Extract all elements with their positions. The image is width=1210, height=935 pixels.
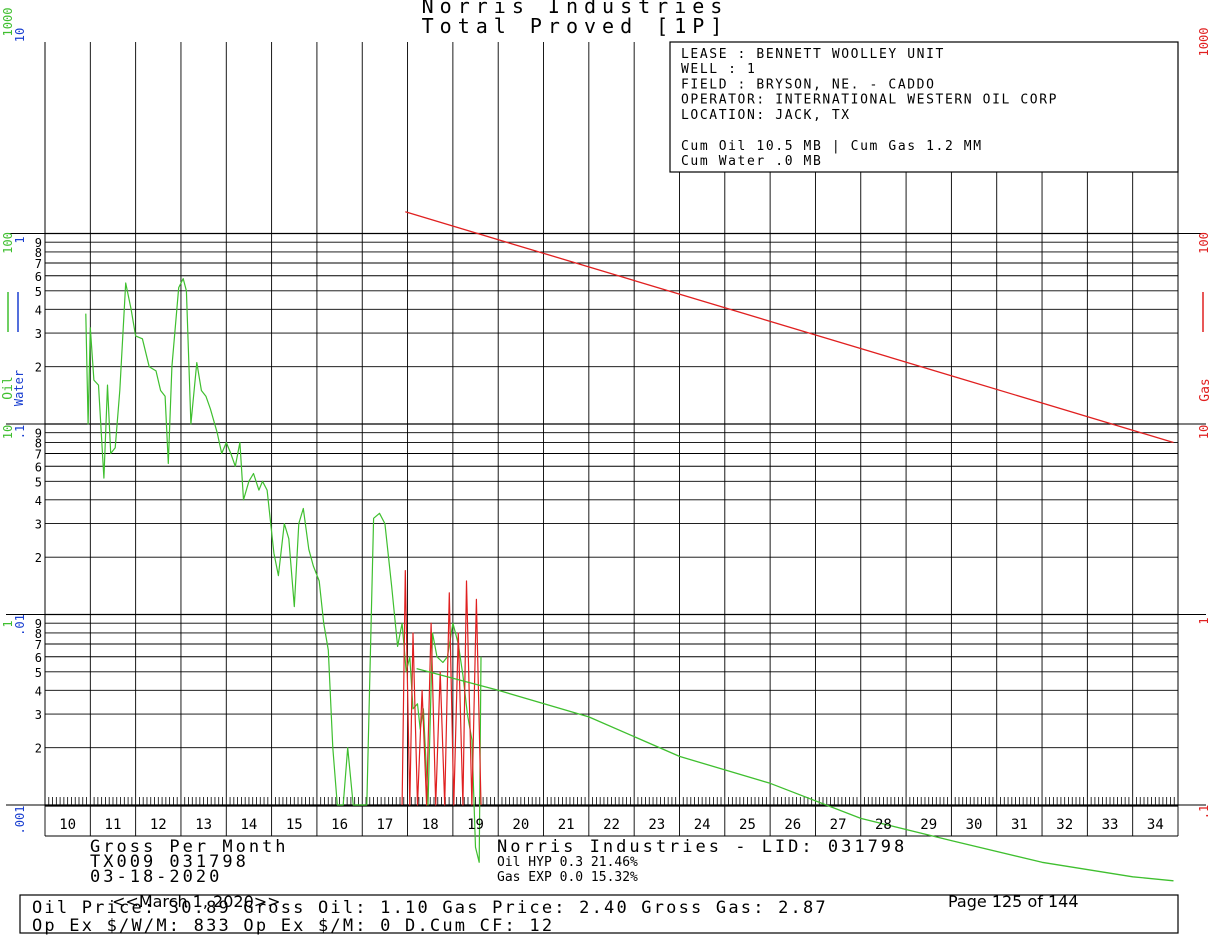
minor-tick-label: 3: [35, 518, 42, 532]
minor-tick-label: 2: [35, 742, 42, 756]
minor-tick-label: 2: [35, 551, 42, 565]
water-axis-label: Water: [12, 370, 26, 406]
minor-tick-label: 6: [35, 460, 42, 474]
footer-company: Norris Industries - LID: 031798: [497, 837, 907, 857]
minor-tick-label: 8: [35, 627, 42, 641]
oil-axis-tick-label: 10: [1, 425, 15, 439]
x-tick-label: 14: [241, 817, 258, 833]
minor-tick-label: 4: [35, 494, 42, 508]
minor-tick-label: 9: [35, 617, 42, 631]
minor-tick-label: 8: [35, 246, 42, 260]
gas-axis-tick-label: .1: [1197, 805, 1210, 819]
minor-tick-label: 5: [35, 475, 42, 489]
x-tick-label: 34: [1147, 817, 1164, 833]
x-tick-label: 12: [150, 817, 167, 833]
oil-forecast-line: [416, 667, 1174, 882]
gas-line: [401, 570, 482, 806]
x-tick-label: 11: [105, 817, 122, 833]
x-tick-label: 18: [422, 817, 439, 833]
oil-axis-tick-label: 100: [1, 232, 15, 254]
minor-tick-label: 5: [35, 285, 42, 299]
axes-layer: 10 11 12 13 14 15 16 17 18 19 20 21 22 23 24 25 26 27 28 29…: [1, 8, 1210, 835]
x-tick-label: 26: [784, 817, 801, 833]
water-axis-tick-label: .001: [13, 806, 27, 835]
gas-axis-tick-label: 1000: [1197, 28, 1210, 57]
minor-tick-label: 4: [35, 303, 42, 317]
chart-title: Norris Industries: [422, 0, 729, 18]
water-axis-tick-label: 10: [13, 28, 27, 42]
minor-tick-label: 7: [35, 448, 42, 462]
x-tick-label: 33: [1102, 817, 1119, 833]
footer-econ-line1: Oil Price: 30.89 Gross Oil: 1.10 Gas Pri…: [32, 898, 828, 918]
footer-date: 03-18-2020: [90, 867, 222, 887]
cum-water: Cum Water .0 MB: [681, 154, 822, 169]
footer-basis: Gross Per Month: [90, 837, 289, 857]
footer-econ-box: [19, 894, 1179, 934]
minor-tick-label: 6: [35, 651, 42, 665]
x-tick-label: 20: [512, 817, 529, 833]
minor-tick-label: 6: [35, 270, 42, 284]
info-line: LOCATION: JACK, TX: [681, 108, 851, 123]
minor-tick-label: 8: [35, 436, 42, 450]
water-axis-tick-label: .1: [13, 425, 27, 439]
minor-tick-label: 7: [35, 257, 42, 271]
info-box-frame: [669, 41, 1179, 173]
series-layer: [85, 211, 1174, 882]
gas-axis-tick-label: 100: [1197, 232, 1210, 254]
grid-layer: [6, 42, 1206, 837]
minor-tick-label: 3: [35, 708, 42, 722]
info-line: LEASE : BENNETT WOOLLEY UNIT: [681, 47, 945, 62]
x-tick-label: 16: [331, 817, 348, 833]
chart-subtitle: Total Proved [1P]: [422, 14, 729, 38]
x-tick-label: 19: [467, 817, 484, 833]
water-axis-tick-label: 1: [13, 236, 27, 243]
gas-forecast-line: [405, 211, 1174, 444]
oil-axis-tick-label: 1000: [1, 8, 15, 37]
info-line: WELL : 1: [681, 62, 756, 77]
x-tick-label: 23: [648, 817, 665, 833]
footer-oil-decline: Oil HYP 0.3 21.46%: [497, 855, 638, 870]
footer-econ-line2: Op Ex $/W/M: 833 Op Ex $/M: 0 D.Cum CF: …: [32, 916, 554, 935]
gas-axis-label: Gas: [1198, 378, 1210, 401]
x-tick-label: 13: [195, 817, 212, 833]
x-tick-label: 15: [286, 817, 303, 833]
oil-axis-tick-label: 1: [1, 620, 15, 627]
x-tick-label: 10: [59, 817, 76, 833]
x-tick-label: 22: [603, 817, 620, 833]
minor-tick-label: 5: [35, 666, 42, 680]
x-tick-label: 29: [920, 817, 937, 833]
minor-tick-label: 9: [35, 236, 42, 250]
gas-axis-tick-label: 10: [1197, 425, 1210, 439]
report-date-overlay: <<March 1, 2020>>: [112, 892, 281, 911]
footer-gas-decline: Gas EXP 0.0 15.32%: [497, 870, 638, 885]
x-tick-label: 30: [966, 817, 983, 833]
minor-tick-label: 2: [35, 361, 42, 375]
x-tick-label: 25: [739, 817, 756, 833]
cum-oil-gas: Cum Oil 10.5 MB | Cum Gas 1.2 MM: [681, 139, 983, 154]
info-line: OPERATOR: INTERNATIONAL WESTERN OIL CORP: [681, 93, 1058, 108]
gas-axis-tick-label: 1: [1197, 617, 1210, 624]
x-tick-label: 27: [830, 817, 847, 833]
x-tick-label: 24: [694, 817, 711, 833]
minor-tick-label: 9: [35, 427, 42, 441]
info-line: FIELD : BRYSON, NE. - CADDO: [681, 77, 936, 92]
x-tick-label: 28: [875, 817, 892, 833]
minor-tick-label: 3: [35, 327, 42, 341]
water-axis-tick-label: .01: [13, 614, 27, 636]
minor-tick-label: 7: [35, 638, 42, 652]
oil-line: [85, 278, 482, 863]
x-tick-label: 21: [558, 817, 575, 833]
x-tick-label: 17: [376, 817, 393, 833]
page-number-overlay: Page 125 of 144: [948, 892, 1079, 911]
x-tick-label: 32: [1056, 817, 1073, 833]
footer-lease-id: TX009 031798: [90, 852, 249, 872]
oil-axis-label: Oil: [1, 376, 16, 399]
minor-tick-label: 4: [35, 684, 42, 698]
x-tick-label: 31: [1011, 817, 1028, 833]
